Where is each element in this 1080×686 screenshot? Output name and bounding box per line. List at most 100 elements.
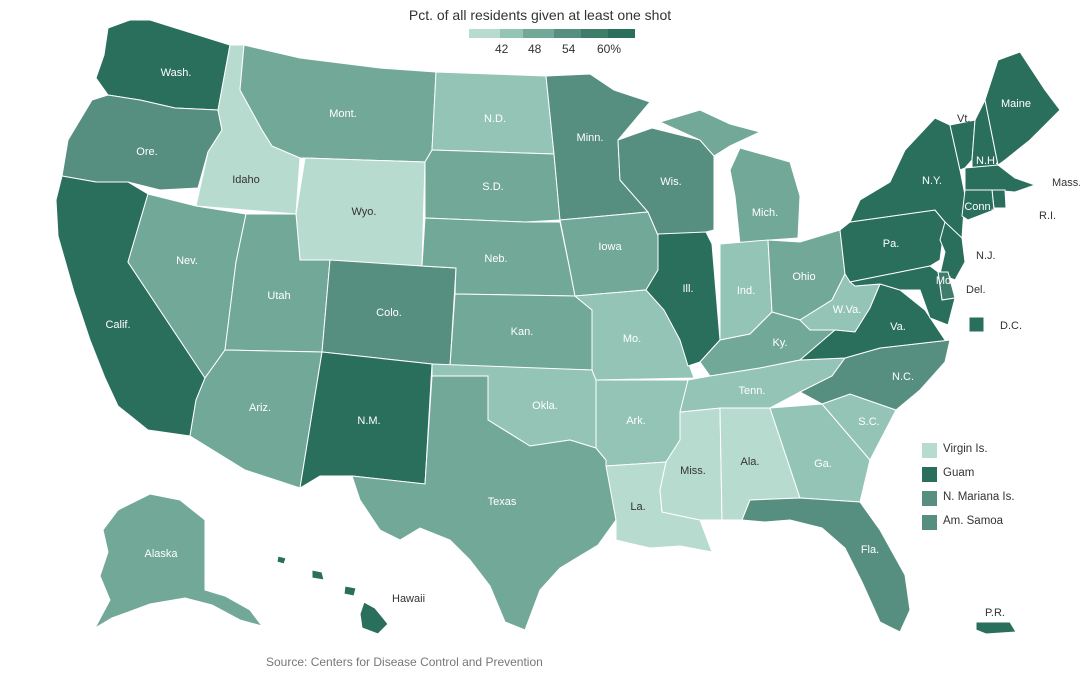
label-nm: N.M. (357, 415, 380, 427)
source-note: Source: Centers for Disease Control and … (266, 655, 543, 669)
state-mi[interactable] (729, 147, 801, 245)
state-ct[interactable] (961, 189, 995, 221)
state-md[interactable] (848, 265, 956, 326)
legend-swatch (523, 29, 554, 38)
label-sc: S.C. (858, 416, 879, 428)
label-mo: Mo. (623, 333, 641, 345)
label-ok: Okla. (532, 400, 558, 412)
territory-row[interactable]: Guam (922, 464, 1072, 484)
state-ca[interactable] (55, 175, 206, 437)
label-or: Ore. (136, 146, 157, 158)
legend-tick: 42 (495, 42, 509, 56)
label-ne: Neb. (484, 253, 507, 265)
territory-row[interactable]: Virgin Is. (922, 440, 1072, 460)
legend-swatch (469, 29, 500, 38)
label-oh: Ohio (792, 271, 815, 283)
label-mn: Minn. (577, 132, 604, 144)
state-ia[interactable] (559, 211, 661, 297)
label-ks: Kan. (511, 326, 534, 338)
label-md: Md. (936, 275, 954, 287)
territory-label: Am. Samoa (943, 515, 1004, 527)
state-wi[interactable] (617, 127, 715, 241)
state-ri[interactable] (991, 189, 1007, 209)
label-ia: Iowa (598, 241, 622, 253)
label-de: Del. (966, 284, 986, 296)
state-ak[interactable] (93, 493, 264, 630)
state-mi-up[interactable] (658, 109, 762, 157)
label-ny: N.Y. (922, 175, 942, 187)
territory-row[interactable]: N. Mariana Is. (922, 488, 1072, 508)
territory-swatch (922, 491, 937, 506)
label-nv: Nev. (176, 255, 198, 267)
state-nc[interactable] (798, 339, 951, 411)
legend-color-scale (469, 29, 635, 38)
label-wi: Wis. (660, 176, 681, 188)
label-vt: Vt. (957, 113, 970, 125)
legend-swatch (608, 29, 635, 38)
state-ma[interactable] (964, 164, 1037, 193)
territory-swatch (922, 467, 937, 482)
state-fl[interactable] (741, 497, 911, 633)
label-ar: Ark. (626, 415, 646, 427)
state-il[interactable] (645, 231, 721, 367)
label-ut: Utah (267, 290, 290, 302)
state-me[interactable] (984, 51, 1061, 166)
label-ri: R.I. (1039, 210, 1056, 222)
label-ms: Miss. (680, 465, 706, 477)
label-mi: Mich. (752, 207, 778, 219)
label-pa: Pa. (883, 238, 900, 250)
state-pr[interactable] (975, 621, 1017, 635)
label-mt: Mont. (329, 108, 357, 120)
label-ak: Alaska (144, 548, 178, 560)
label-ca: Calif. (105, 319, 130, 331)
label-id: Idaho (232, 174, 260, 186)
state-va[interactable] (798, 283, 951, 361)
label-fl: Fla. (861, 544, 879, 556)
state-hi[interactable] (359, 601, 389, 635)
label-dc: D.C. (1000, 320, 1022, 332)
territory-swatch (922, 443, 937, 458)
label-nc: N.C. (892, 371, 914, 383)
legend-swatch (554, 29, 581, 38)
state-hi-kauai[interactable] (276, 555, 287, 565)
territory-swatch (922, 515, 937, 530)
label-ky: Ky. (772, 337, 787, 349)
legend-swatch (500, 29, 523, 38)
state-dc-swatch[interactable] (968, 316, 985, 333)
legend-swatch (581, 29, 608, 38)
state-hi-oahu[interactable] (311, 569, 325, 581)
territory-label: Virgin Is. (943, 443, 988, 455)
label-co: Colo. (376, 307, 402, 319)
state-vt[interactable] (949, 119, 976, 171)
legend-tick: 48 (528, 42, 542, 56)
label-hi: Hawaii (392, 593, 425, 605)
legend-title: Pct. of all residents given at least one… (408, 7, 672, 23)
label-me: Maine (1001, 98, 1031, 110)
state-ga[interactable] (769, 403, 871, 503)
label-wa: Wash. (161, 67, 192, 79)
label-nj: N.J. (976, 250, 996, 262)
label-ga: Ga. (814, 458, 832, 470)
legend-tick: 60% (597, 42, 622, 56)
territory-row[interactable]: Am. Samoa (922, 512, 1072, 532)
label-az: Ariz. (249, 402, 271, 414)
label-ct: Conn. (964, 201, 993, 213)
label-tn: Tenn. (739, 385, 766, 397)
label-sd: S.D. (482, 181, 503, 193)
label-pr: P.R. (985, 607, 1005, 619)
state-az[interactable] (189, 349, 323, 489)
state-tx[interactable] (351, 375, 617, 631)
state-hi-maui[interactable] (343, 585, 357, 597)
label-nh: N.H. (976, 155, 998, 167)
legend-tick: 54 (562, 42, 576, 56)
label-nd: N.D. (484, 113, 506, 125)
state-or[interactable] (61, 94, 223, 191)
territory-label: Guam (943, 467, 975, 479)
label-al: Ala. (741, 456, 760, 468)
label-wy: Wyo. (352, 206, 377, 218)
label-in: Ind. (737, 285, 755, 297)
label-wv: W.Va. (833, 304, 862, 316)
label-la: La. (630, 501, 645, 513)
